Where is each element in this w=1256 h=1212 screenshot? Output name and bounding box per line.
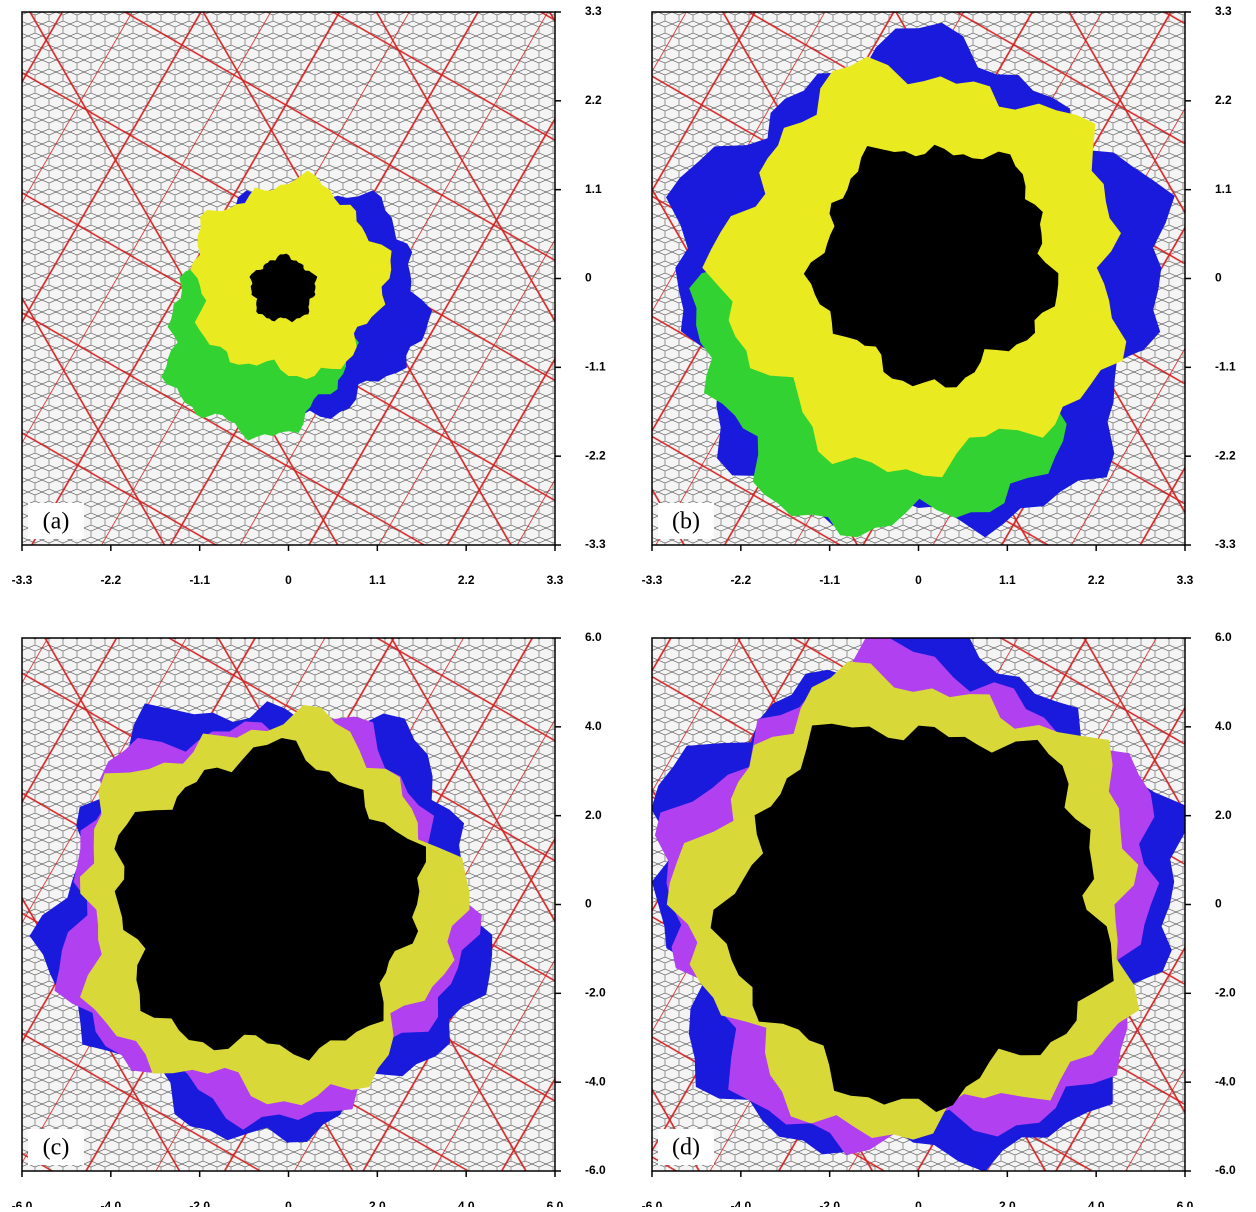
- figure: -3.3 -2.2 -1.1 0 1.1 2.2 3.3 -3.3 -2.2 -1.1 0 1.1 2.…: [0, 0, 1256, 1207]
- y-tick-label: 3.3: [1215, 4, 1232, 18]
- x-tick-label: -3.3: [12, 573, 33, 587]
- x-tick-label: -4.0: [100, 1199, 121, 1207]
- panel-label: (b): [672, 509, 700, 535]
- y-tick-label: -6.0: [1215, 1163, 1236, 1177]
- x-tick-label: 2.2: [458, 573, 475, 587]
- x-tick-label: 0: [915, 1199, 922, 1207]
- y-tick-label: 4.0: [585, 719, 602, 733]
- panel: -6.0 -4.0 -2.0 0 2.0 4.0 6.0 -6.0 -4.0 -2.0 0 2.0 4.…: [12, 630, 606, 1207]
- panel-label: (a): [43, 509, 70, 535]
- micrograph: [652, 12, 1185, 545]
- x-tick-label: -6.0: [642, 1199, 663, 1207]
- y-tick-label: -3.3: [585, 537, 606, 551]
- x-tick-label: 3.3: [1177, 573, 1194, 587]
- y-tick-label: -2.2: [585, 448, 606, 462]
- y-tick-label: -4.0: [585, 1074, 606, 1088]
- x-tick-label: -3.3: [642, 573, 663, 587]
- x-tick-label: 0: [285, 1199, 292, 1207]
- x-tick-label: 1.1: [999, 573, 1016, 587]
- x-tick-label: -2.0: [189, 1199, 210, 1207]
- x-tick-label: 3.3: [547, 573, 564, 587]
- y-tick-label: 0: [585, 271, 592, 285]
- x-tick-label: -2.0: [819, 1199, 840, 1207]
- y-tick-label: 2.0: [585, 808, 602, 822]
- y-tick-label: 6.0: [585, 630, 602, 644]
- micrograph: [651, 619, 1185, 1172]
- y-tick-label: 0: [1215, 271, 1222, 285]
- y-tick-label: -2.0: [1215, 986, 1236, 1000]
- x-tick-label: -2.2: [730, 573, 751, 587]
- page: {"chart_data": [ {"type": "image", "labe…: [0, 0, 1256, 1212]
- y-tick-label: 0: [1215, 897, 1222, 911]
- micrograph: [22, 638, 555, 1171]
- y-tick-label: -4.0: [1215, 1074, 1236, 1088]
- y-tick-label: 4.0: [1215, 719, 1232, 733]
- x-tick-label: 2.0: [999, 1199, 1016, 1207]
- y-tick-label: 2.2: [585, 93, 602, 107]
- y-tick-label: -1.1: [1215, 360, 1236, 374]
- x-tick-label: 4.0: [458, 1199, 475, 1207]
- y-tick-label: 6.0: [1215, 630, 1232, 644]
- y-tick-label: -2.0: [585, 986, 606, 1000]
- y-tick-label: -3.3: [1215, 537, 1236, 551]
- panel-label: (d): [672, 1135, 700, 1161]
- x-tick-label: -1.1: [189, 573, 210, 587]
- y-tick-label: 0: [585, 897, 592, 911]
- x-tick-label: -6.0: [12, 1199, 33, 1207]
- y-tick-label: 2.2: [1215, 93, 1232, 107]
- micrograph: [22, 12, 555, 545]
- panel-label: (c): [43, 1135, 70, 1161]
- y-tick-label: -6.0: [585, 1163, 606, 1177]
- panel: -3.3 -2.2 -1.1 0 1.1 2.2 3.3 -3.3 -2.2 -1.1 0 1.1 2.…: [12, 4, 606, 587]
- x-tick-label: 2.0: [369, 1199, 386, 1207]
- y-tick-label: -1.1: [585, 360, 606, 374]
- x-tick-label: 6.0: [547, 1199, 564, 1207]
- x-tick-label: 0: [285, 573, 292, 587]
- x-tick-label: 0: [915, 573, 922, 587]
- x-tick-label: -2.2: [100, 573, 121, 587]
- y-tick-label: 1.1: [1215, 182, 1232, 196]
- y-tick-label: -2.2: [1215, 448, 1236, 462]
- x-tick-label: 2.2: [1088, 573, 1105, 587]
- x-tick-label: 6.0: [1177, 1199, 1194, 1207]
- x-tick-label: -1.1: [819, 573, 840, 587]
- y-tick-label: 1.1: [585, 182, 602, 196]
- y-tick-label: 2.0: [1215, 808, 1232, 822]
- x-tick-label: 1.1: [369, 573, 386, 587]
- x-tick-label: 4.0: [1088, 1199, 1105, 1207]
- panel: -6.0 -4.0 -2.0 0 2.0 4.0 6.0 -6.0 -4.0 -2.0 0 2.0 4.…: [642, 619, 1236, 1207]
- panel: -3.3 -2.2 -1.1 0 1.1 2.2 3.3 -3.3 -2.2 -1.1 0 1.1 2.…: [642, 4, 1236, 587]
- y-tick-label: 3.3: [585, 4, 602, 18]
- x-tick-label: -4.0: [730, 1199, 751, 1207]
